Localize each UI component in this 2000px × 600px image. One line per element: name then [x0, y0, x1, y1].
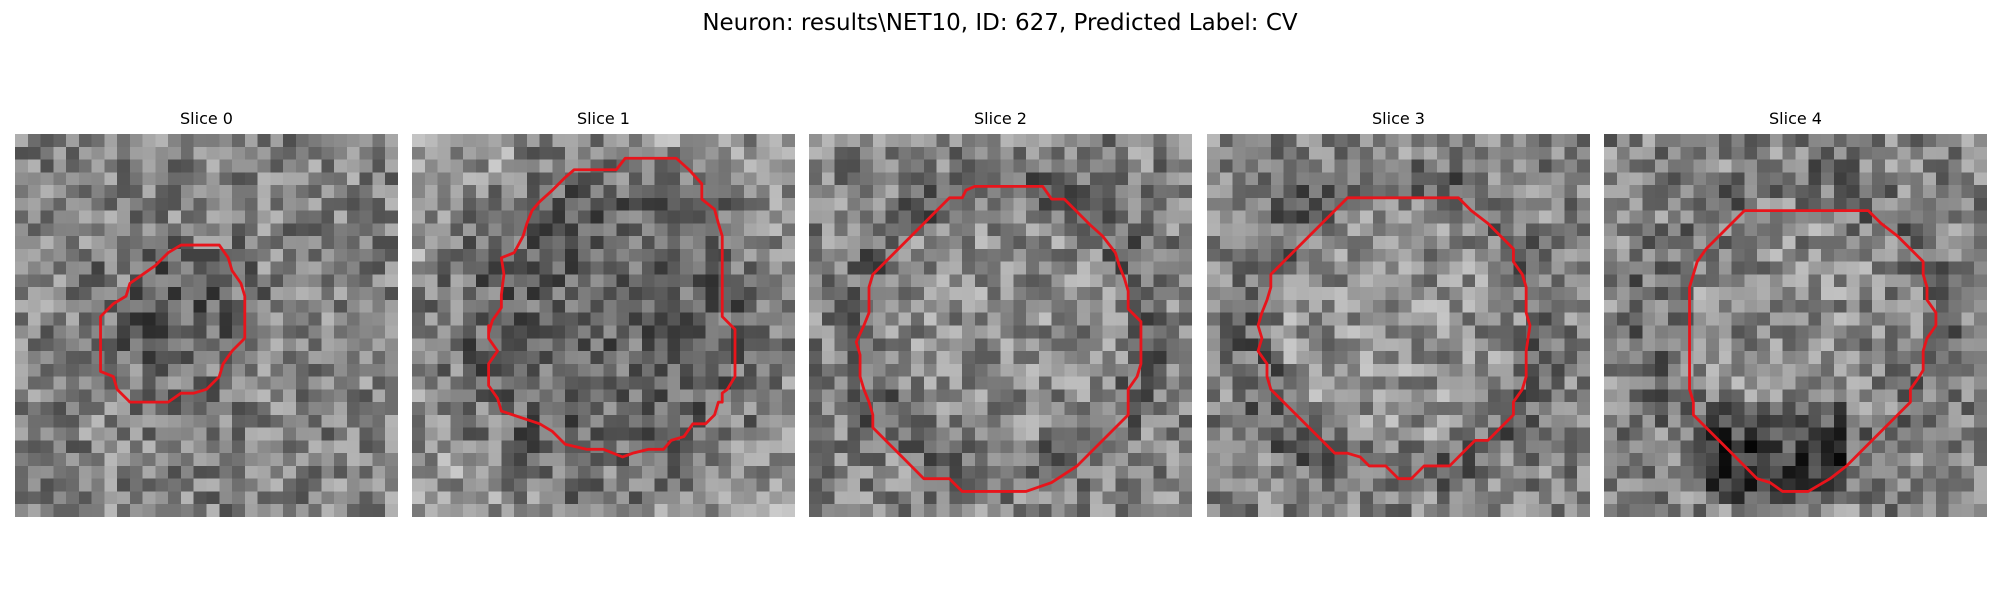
- slice-title-0: Slice 0: [180, 109, 233, 128]
- slice-title-3: Slice 3: [1372, 109, 1425, 128]
- slice-title-4: Slice 4: [1769, 109, 1822, 128]
- contour-0: [99, 243, 247, 404]
- contour-2: [854, 184, 1143, 493]
- contour-1: [487, 156, 737, 459]
- figure-title: Neuron: results\NET10, ID: 627, Predicte…: [702, 10, 1298, 36]
- slice-image-2: [809, 134, 1192, 517]
- contour-3: [1256, 196, 1532, 481]
- slice-title-1: Slice 1: [577, 109, 630, 128]
- slice-panel-3: Slice 3: [1207, 104, 1590, 517]
- slice-image-4: [1604, 134, 1987, 517]
- slice-panel-0: Slice 0: [15, 104, 398, 517]
- slice-panel-1: Slice 1: [412, 104, 795, 517]
- contour-4: [1688, 209, 1938, 493]
- slice-image-3: [1207, 134, 1590, 517]
- slice-image-1: [412, 134, 795, 517]
- slice-image-0: [15, 134, 398, 517]
- slice-title-2: Slice 2: [974, 109, 1027, 128]
- slice-panel-2: Slice 2: [809, 104, 1192, 517]
- slice-panel-4: Slice 4: [1604, 104, 1987, 517]
